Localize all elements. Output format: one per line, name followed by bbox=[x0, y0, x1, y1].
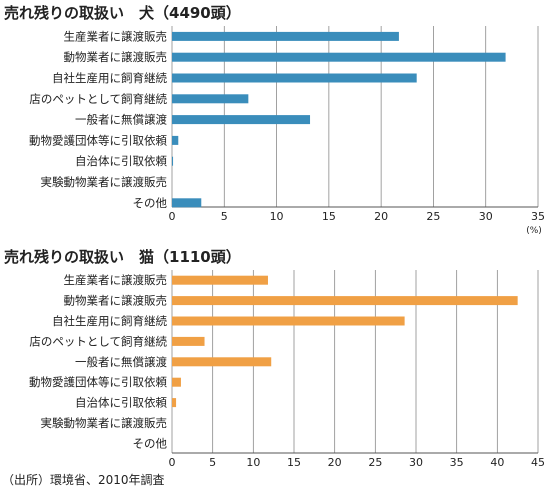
dog-bar bbox=[172, 52, 506, 62]
cat-tick-label: 40 bbox=[490, 456, 504, 469]
dog-bar bbox=[172, 135, 179, 145]
dog-bar bbox=[172, 73, 417, 83]
dog-category-label: 動物愛護団体等に引取依頼 bbox=[29, 133, 167, 147]
cat-bar bbox=[172, 398, 177, 408]
cat-chart: 生産業者に譲渡販売動物業者に譲渡販売自社生産用に飼育継続店のペットとして飼育継続… bbox=[29, 270, 545, 469]
dog-category-label: 実験動物業者に譲渡販売 bbox=[41, 175, 168, 189]
dog-chart: 生産業者に譲渡販売動物業者に譲渡販売自社生産用に飼育継続店のペットとして飼育継続… bbox=[29, 26, 545, 236]
dog-category-label: その他 bbox=[133, 196, 168, 210]
dog-tick-label: 30 bbox=[479, 210, 493, 223]
dog-category-label: 店のペットとして飼育継続 bbox=[29, 92, 167, 106]
dog-category-label: 動物業者に譲渡販売 bbox=[64, 50, 168, 64]
cat-bar bbox=[172, 336, 205, 346]
cat-tick-label: 45 bbox=[531, 456, 545, 469]
dog-bar bbox=[172, 94, 249, 104]
dog-unit-label: (%) bbox=[526, 226, 542, 236]
dog-tick-label: 15 bbox=[322, 210, 336, 223]
cat-tick-label: 30 bbox=[409, 456, 423, 469]
dog-category-label: 生産業者に譲渡販売 bbox=[64, 29, 168, 43]
cat-category-label: 自社生産用に飼育継続 bbox=[52, 314, 167, 328]
cat-category-label: 動物業者に譲渡販売 bbox=[64, 294, 168, 308]
dog-tick-label: 35 bbox=[531, 210, 545, 223]
cat-tick-label: 5 bbox=[209, 456, 216, 469]
dog-tick-label: 10 bbox=[270, 210, 284, 223]
cat-category-label: 自治体に引取依頼 bbox=[75, 396, 167, 410]
cat-bar bbox=[172, 357, 272, 367]
cat-bar bbox=[172, 316, 405, 326]
dog-bar bbox=[172, 156, 174, 166]
cat-category-label: 実験動物業者に譲渡販売 bbox=[41, 416, 168, 430]
dog-category-label: 自社生産用に飼育継続 bbox=[52, 71, 167, 85]
dog-chart-title: 売れ残りの取扱い 犬（4490頭） bbox=[4, 4, 241, 22]
dog-bar bbox=[172, 115, 311, 125]
cat-chart-title: 売れ残りの取扱い 猫（1110頭） bbox=[4, 248, 241, 266]
cat-category-label: 一般者に無償譲渡 bbox=[75, 355, 167, 369]
dog-tick-label: 20 bbox=[374, 210, 388, 223]
cat-tick-label: 10 bbox=[246, 456, 260, 469]
dog-tick-label: 0 bbox=[169, 210, 176, 223]
cat-tick-label: 25 bbox=[368, 456, 382, 469]
cat-tick-label: 0 bbox=[169, 456, 176, 469]
dog-tick-label: 5 bbox=[221, 210, 228, 223]
cat-tick-label: 20 bbox=[328, 456, 342, 469]
cat-bar bbox=[172, 296, 518, 306]
dog-category-label: 自治体に引取依頼 bbox=[75, 154, 167, 168]
cat-category-label: 生産業者に譲渡販売 bbox=[64, 273, 168, 287]
cat-tick-label: 35 bbox=[450, 456, 464, 469]
cat-category-label: 店のペットとして飼育継続 bbox=[29, 334, 167, 348]
cat-bar bbox=[172, 377, 181, 387]
dog-category-label: 一般者に無償譲渡 bbox=[75, 113, 167, 127]
cat-category-label: 動物愛護団体等に引取依頼 bbox=[29, 375, 167, 389]
dog-bar bbox=[172, 198, 202, 208]
dog-bar bbox=[172, 31, 399, 41]
cat-tick-label: 15 bbox=[287, 456, 301, 469]
cat-category-label: その他 bbox=[133, 436, 168, 450]
cat-bar bbox=[172, 275, 268, 285]
source-note: （出所）環境省、2010年調査 bbox=[2, 473, 165, 487]
dog-tick-label: 25 bbox=[426, 210, 440, 223]
